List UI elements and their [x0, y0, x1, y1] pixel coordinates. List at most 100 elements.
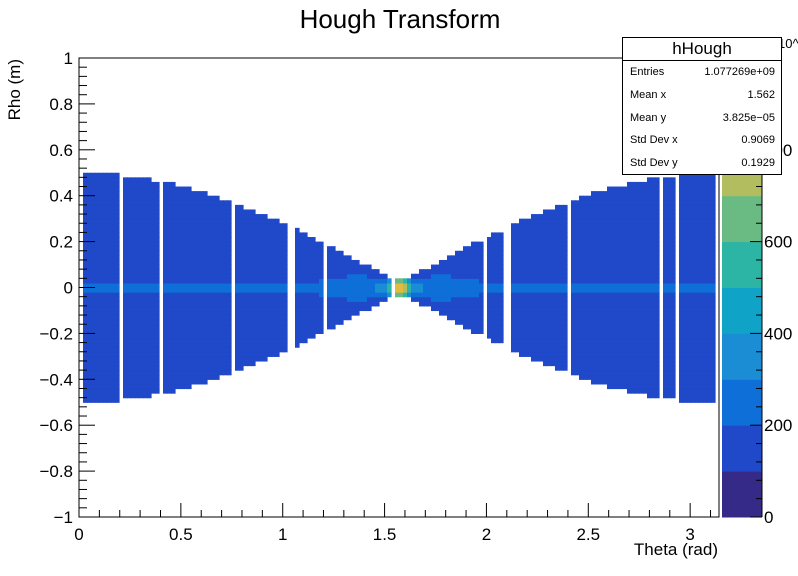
heatmap-cell: [103, 177, 108, 183]
heatmap-cell: [395, 282, 400, 289]
heatmap-cell: [603, 259, 608, 266]
heatmap-cell: [147, 181, 152, 188]
heatmap-cell: [575, 250, 580, 256]
heatmap-cell: [103, 264, 108, 270]
heatmap-cell: [219, 241, 224, 247]
heatmap-cell: [99, 301, 104, 307]
heatmap-cell: [655, 237, 660, 243]
stats-value: 0.9069: [741, 134, 775, 147]
heatmap-cell: [651, 356, 656, 362]
heatmap-cell: [207, 278, 212, 284]
heatmap-cell: [139, 209, 144, 215]
heatmap-cell: [319, 259, 324, 266]
heatmap-cell: [679, 365, 684, 371]
heatmap-cell: [87, 310, 92, 316]
heatmap-cell: [671, 305, 676, 312]
heatmap-cell: [191, 328, 196, 334]
heatmap-cell: [599, 333, 604, 339]
heatmap-cell: [451, 264, 456, 270]
heatmap-cell: [683, 264, 688, 270]
heatmap-cell: [683, 393, 688, 399]
heatmap-cell: [631, 255, 636, 261]
heatmap-cell: [227, 259, 232, 266]
heatmap-cell: [591, 227, 596, 234]
heatmap-cell: [535, 324, 540, 330]
heatmap-cell: [619, 328, 624, 334]
heatmap-cell: [123, 379, 128, 385]
heatmap-cell: [135, 177, 140, 183]
heatmap-cell: [559, 264, 564, 270]
heatmap-cell: [311, 269, 316, 275]
heatmap-cell: [95, 278, 100, 284]
heatmap-cell: [419, 282, 424, 289]
heatmap-cell: [639, 310, 644, 316]
heatmap-cell: [207, 237, 212, 243]
heatmap-cell: [343, 278, 348, 284]
z-tick-label: 600: [764, 233, 792, 252]
heatmap-cell: [683, 223, 688, 229]
heatmap-cell: [139, 264, 144, 270]
heatmap-cell: [87, 241, 92, 247]
heatmap-cell: [535, 278, 540, 284]
heatmap-cell: [139, 246, 144, 252]
heatmap-cell: [547, 278, 552, 284]
heatmap-cell: [87, 172, 92, 178]
heatmap-cell: [575, 365, 580, 371]
heatmap-cell: [571, 319, 576, 325]
heatmap-cell: [699, 370, 704, 376]
heatmap-cell: [139, 241, 144, 247]
heatmap-cell: [595, 269, 600, 275]
heatmap-cell: [259, 315, 264, 321]
heatmap-cell: [131, 305, 136, 312]
heatmap-cell: [467, 315, 472, 321]
heatmap-cell: [423, 292, 428, 298]
heatmap-cell: [275, 218, 280, 224]
heatmap-cell: [431, 264, 436, 270]
heatmap-cell: [163, 246, 168, 252]
heatmap-cell: [203, 278, 208, 284]
heatmap-cell: [215, 255, 220, 261]
heatmap-cell: [467, 301, 472, 307]
heatmap-cell: [211, 237, 216, 243]
heatmap-cell: [535, 264, 540, 270]
heatmap-cell: [575, 324, 580, 330]
heatmap-cell: [103, 337, 108, 344]
heatmap-cell: [539, 246, 544, 252]
heatmap-cell: [627, 282, 632, 289]
heatmap-cell: [223, 232, 228, 238]
heatmap-cell: [143, 255, 148, 261]
heatmap-cell: [275, 232, 280, 238]
heatmap-cell: [559, 324, 564, 330]
heatmap-cell: [195, 310, 200, 316]
heatmap-cell: [239, 351, 244, 357]
heatmap-cell: [547, 209, 552, 215]
heatmap-cell: [615, 287, 620, 293]
heatmap-cell: [123, 342, 128, 348]
heatmap-cell: [515, 273, 520, 279]
heatmap-cell: [687, 356, 692, 362]
heatmap-cell: [199, 365, 204, 371]
heatmap-cell: [207, 204, 212, 211]
heatmap-cell: [611, 296, 616, 302]
heatmap-cell: [695, 310, 700, 316]
heatmap-cell: [199, 379, 204, 385]
heatmap-cell: [191, 379, 196, 385]
heatmap-cell: [107, 273, 112, 279]
heatmap-cell: [583, 337, 588, 344]
heatmap-cell: [183, 296, 188, 302]
heatmap-cell: [655, 347, 660, 353]
heatmap-cell: [451, 301, 456, 307]
heatmap-cell: [371, 296, 376, 302]
heatmap-cell: [523, 315, 528, 321]
heatmap-cell: [175, 328, 180, 334]
heatmap-cell: [691, 227, 696, 234]
heatmap-cell: [99, 195, 104, 201]
heatmap-cell: [695, 177, 700, 183]
heatmap-cell: [511, 237, 516, 243]
heatmap-cell: [259, 301, 264, 307]
heatmap-cell: [519, 287, 524, 293]
heatmap-cell: [639, 278, 644, 284]
heatmap-cell: [331, 246, 336, 252]
heatmap-cell: [571, 232, 576, 238]
heatmap-cell: [615, 255, 620, 261]
